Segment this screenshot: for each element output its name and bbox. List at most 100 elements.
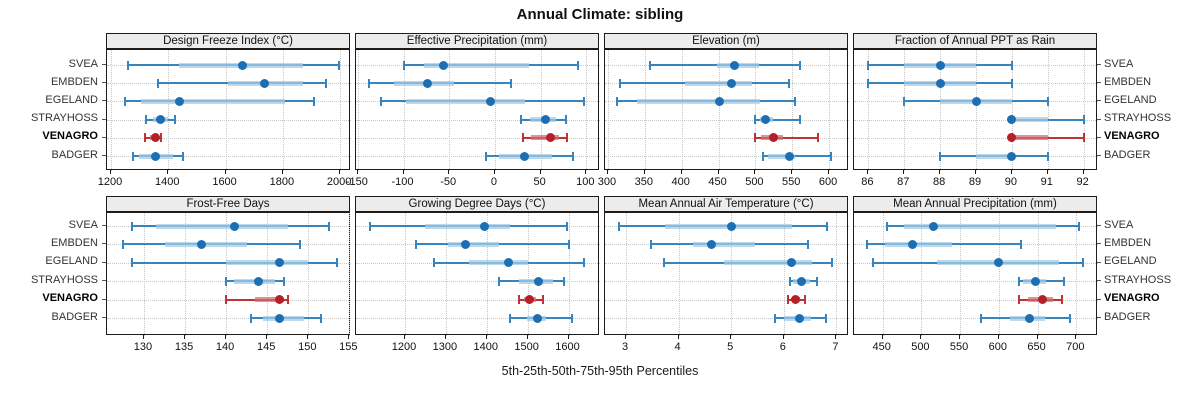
x-tick-mark (224, 170, 226, 174)
x-gridline (449, 50, 451, 171)
median-dot (797, 276, 807, 286)
site-row-guide (605, 318, 849, 319)
x-tick-mark (526, 335, 528, 339)
site-row-guide (605, 281, 849, 283)
median-dot (994, 258, 1004, 268)
x-gridline (731, 213, 733, 336)
median-dot (1037, 295, 1047, 305)
median-dot (533, 276, 543, 286)
x-tick-mark (828, 170, 830, 174)
whisker-cap-left (432, 258, 435, 268)
whisker-cap-left (498, 276, 501, 286)
whisker-cap-right (825, 313, 828, 323)
site-label-left: EGELAND (45, 255, 98, 268)
whisker-cap-right (566, 221, 569, 231)
x-tick-label: 88 (932, 176, 946, 188)
x-tick-label: 700 (1066, 341, 1085, 353)
whisker-cap-right (1010, 78, 1013, 88)
x-tick-label: 2000 (326, 176, 352, 188)
whisker-cap-right (830, 258, 833, 268)
whisker-cap-left (379, 96, 382, 106)
whisker-cap-left (132, 151, 135, 161)
iqr-band (904, 223, 1057, 229)
x-gridline (755, 50, 757, 171)
median-dot (707, 239, 717, 249)
iqr-band (425, 223, 511, 229)
x-tick-label: 1800 (269, 176, 295, 188)
whisker-cap-right (1078, 221, 1081, 231)
median-dot (503, 258, 513, 268)
whisker-cap-right (1019, 239, 1022, 249)
whisker-cap-left (789, 276, 792, 286)
whisker-cap-right (1046, 151, 1049, 161)
site-row-guide (605, 119, 849, 121)
site-row-guide (854, 137, 1098, 139)
x-gridline (836, 213, 838, 336)
iqr-band (685, 80, 752, 86)
site-row-tick-left (102, 225, 106, 226)
axis-caption: 5th-25th-50th-75th-95th Percentiles (501, 364, 699, 378)
strip-header: Frost-Free Days (106, 196, 350, 212)
x-tick-mark (754, 170, 756, 174)
strip-title: Elevation (m) (692, 35, 760, 47)
x-tick-mark (835, 335, 837, 339)
median-dot (260, 78, 270, 88)
x-tick-mark (339, 170, 341, 174)
x-tick-mark (975, 170, 976, 174)
site-row-tick-left (102, 118, 106, 120)
site-row-tick-left (102, 82, 106, 84)
whisker-cap-left (249, 313, 252, 323)
median-dot (151, 151, 161, 161)
median-dot (730, 60, 740, 70)
x-gridline (1037, 213, 1039, 336)
median-dot (791, 295, 801, 305)
site-row-tick-right (1097, 317, 1101, 318)
whisker-cap-right (571, 313, 574, 323)
whisker-cap-left (520, 115, 523, 125)
x-tick-label: 1200 (97, 176, 123, 188)
x-gridline (540, 50, 542, 171)
x-gridline (267, 213, 269, 336)
whisker-cap-left (522, 133, 525, 143)
median-dot (1007, 151, 1017, 161)
site-label-left: BADGER (51, 310, 98, 323)
x-tick-mark (448, 170, 450, 174)
whisker-cap-left (617, 221, 620, 231)
whisker-cap-right (1082, 133, 1085, 143)
iqr-band (693, 241, 756, 247)
whisker-cap-left (225, 295, 228, 305)
site-row-guide (854, 318, 1098, 319)
page-title: Annual Climate: sibling (516, 6, 684, 23)
x-tick-mark (959, 335, 961, 339)
x-tick-mark (677, 335, 679, 339)
site-row-tick-right (1097, 261, 1101, 263)
whisker-cap-left (754, 133, 757, 143)
x-tick-label: 1500 (514, 341, 539, 353)
median-dot (929, 221, 939, 231)
x-tick-label: 600 (988, 341, 1008, 353)
whisker-cap-right (583, 258, 586, 268)
whisker-cap-left (885, 221, 888, 231)
site-row-tick-left (102, 136, 106, 138)
x-tick-label: 100 (576, 176, 595, 188)
whisker-cap-right (299, 239, 302, 249)
x-tick-mark (585, 170, 587, 174)
whisker-cap-right (160, 133, 163, 143)
median-dot (794, 313, 804, 323)
panel (604, 212, 849, 336)
whisker-cap-right (583, 96, 586, 106)
median-dot (727, 78, 737, 88)
site-label-right: EMBDEN (1104, 236, 1152, 249)
site-label-right: VENAGRO (1104, 130, 1160, 143)
whisker-cap-right (577, 60, 580, 70)
x-gridline (940, 50, 942, 171)
median-dot (761, 115, 771, 125)
site-label-right: SVEA (1104, 57, 1134, 70)
x-tick-mark (485, 335, 487, 339)
x-tick-mark (184, 335, 186, 339)
x-tick-mark (606, 170, 608, 174)
whisker-cap-left (648, 60, 651, 70)
x-gridline (527, 213, 529, 336)
x-tick-mark (1010, 170, 1012, 174)
whisker-cap-left (761, 151, 764, 161)
